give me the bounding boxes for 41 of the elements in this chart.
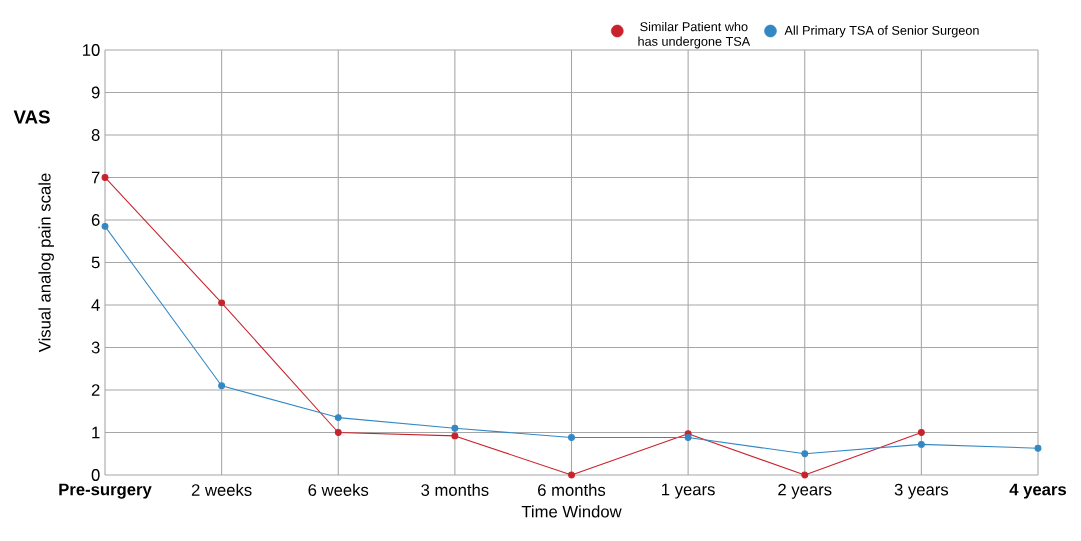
legend-label: Similar Patient who has undergone TSA [638, 21, 751, 49]
x-tick-label: 4 years [1009, 483, 1067, 499]
x-tick-label: 2 years [778, 483, 832, 499]
point [568, 434, 575, 442]
y-tick-label: 0 [91, 469, 100, 481]
point [101, 222, 109, 230]
y-tick-label: 6 [91, 214, 100, 226]
point [451, 432, 459, 440]
text: VAS [13, 110, 50, 124]
point [334, 429, 342, 436]
point [917, 440, 925, 448]
y-tick-label: 3 [91, 341, 100, 354]
y-tick-label: 8 [91, 129, 100, 141]
y-tick-label: 4 [91, 299, 100, 311]
x-tick-label: 2 weeks [191, 483, 252, 496]
x-tick-label: 1 years [662, 483, 715, 499]
x-tick-label: 6 months [538, 483, 606, 496]
y-tick-label: 1 [92, 426, 100, 439]
point [568, 471, 575, 479]
point [917, 429, 925, 436]
y-tick-label: 9 [91, 86, 100, 99]
y-tick-label: 7 [91, 171, 100, 184]
x-tick-label: 3 months [421, 483, 489, 496]
x-tick-label: Pre-surgery [59, 483, 152, 499]
point [101, 174, 109, 181]
x-axis-title: Time Window [521, 505, 622, 518]
point [801, 471, 809, 479]
point [334, 414, 342, 422]
point [801, 450, 809, 458]
x-tick-label: 3 years [894, 483, 949, 499]
legend-label: All Primary TSA of Senior Surgeon [784, 25, 979, 38]
y-tick-label: 2 [91, 384, 100, 396]
y-tick-label: 10 [83, 44, 100, 56]
point [1034, 444, 1042, 452]
point [451, 424, 459, 432]
y-tick-label: 5 [91, 256, 100, 269]
point [218, 382, 226, 390]
y-axis-title: Visual analog pain scale [38, 173, 54, 353]
point [684, 434, 692, 442]
x-tick-label: 6 weeks [308, 483, 369, 496]
point [218, 299, 226, 307]
